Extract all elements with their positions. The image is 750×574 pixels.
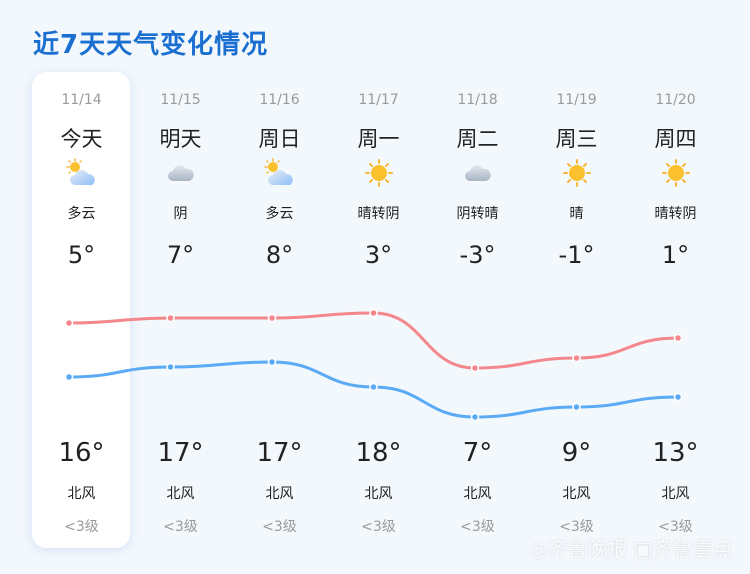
date-label: 11/14 [61, 92, 102, 108]
day-label: 今天 [60, 127, 103, 151]
sun-icon [329, 155, 428, 191]
high-temp-point [166, 313, 175, 323]
day-column[interactable]: 11/20 周四 晴转阴 1° [626, 92, 725, 269]
sun-icon [527, 155, 626, 191]
high-temp: 7° [462, 438, 493, 468]
partly-cloudy-icon [32, 155, 131, 191]
high-temp-point [470, 363, 480, 373]
day-column[interactable]: 11/19 周三 晴 -1° [527, 92, 626, 269]
high-temp: 9° [561, 438, 592, 468]
wind-direction: 北风 [166, 486, 195, 502]
date-label: 11/17 [358, 92, 399, 108]
cloud-icon [428, 155, 527, 191]
high-temp-point [673, 333, 683, 343]
date-label: 11/18 [457, 92, 498, 108]
day-label: 周二 [456, 127, 499, 151]
wind-direction: 北风 [562, 486, 591, 502]
date-label: 11/19 [556, 92, 597, 108]
day-label: 周一 [357, 127, 400, 151]
low-temp: 7° [166, 241, 195, 269]
wind-direction: 北风 [463, 486, 492, 502]
day-column[interactable]: 11/16 周日 多云 8° [230, 92, 329, 269]
condition-label: 晴 [569, 206, 584, 222]
high-temp: 17° [256, 438, 303, 468]
low-temp-point [470, 412, 480, 422]
wind-level: <3级 [361, 519, 396, 535]
day-label: 明天 [159, 127, 202, 151]
high-temp: 16° [58, 438, 105, 468]
low-temp: 5° [67, 241, 96, 269]
low-temp: 1° [661, 241, 690, 269]
condition-label: 晴转阴 [654, 206, 697, 222]
sun-icon [626, 155, 725, 191]
low-temp: -3° [459, 241, 496, 269]
condition-label: 多云 [265, 206, 294, 222]
high-temp: 18° [355, 438, 402, 468]
day-column[interactable]: 11/18 周二 阴转晴 -3° [428, 92, 527, 269]
today-highlight-card [32, 72, 130, 548]
wind-direction: 北风 [265, 486, 294, 502]
cloud-icon [131, 155, 230, 191]
low-temp: 3° [364, 241, 393, 269]
condition-label: 晴转阴 [357, 206, 400, 222]
condition-label: 阴转晴 [456, 206, 499, 222]
low-temp-point [64, 372, 74, 382]
partly-cloudy-icon [230, 155, 329, 191]
day-label: 周三 [555, 127, 598, 151]
day-label: 周四 [654, 127, 697, 151]
high-temp: 17° [157, 438, 204, 468]
date-label: 11/15 [160, 92, 201, 108]
wind-level: <3级 [460, 519, 495, 535]
day-column[interactable]: 11/15 明天 阴 7° [131, 92, 230, 269]
wind-direction: 北风 [364, 486, 393, 502]
date-label: 11/20 [655, 92, 696, 108]
wind-direction: 北风 [67, 486, 96, 502]
wind-level: <3级 [262, 519, 297, 535]
wind-level: <3级 [64, 519, 99, 535]
wind-direction: 北风 [661, 486, 690, 502]
high-temp: 13° [652, 438, 699, 468]
wind-level: <3级 [658, 519, 693, 535]
low-temp: -1° [558, 241, 595, 269]
high-temp-point [572, 353, 581, 363]
low-temp-point [166, 362, 175, 372]
high-temp-point [369, 308, 378, 318]
day-column[interactable]: 11/14 今天 多云 5° [32, 92, 131, 269]
low-temp: 8° [265, 241, 294, 269]
watermark-logo: ◎齐鲁晚报 ▣齐鲁壹点 [530, 537, 733, 561]
page-title: 近7天天气变化情况 [33, 30, 269, 60]
condition-label: 多云 [67, 206, 96, 222]
high-temp-line [68, 311, 679, 370]
low-temp-point [369, 382, 378, 392]
low-temp-point [673, 392, 683, 402]
high-temp-point [64, 318, 74, 328]
date-label: 11/16 [259, 92, 300, 108]
high-temp-point [267, 313, 277, 323]
condition-label: 阴 [173, 206, 188, 222]
wind-level: <3级 [163, 519, 198, 535]
wind-level: <3级 [559, 519, 594, 535]
day-label: 周日 [258, 127, 301, 151]
low-temp-point [572, 402, 581, 412]
low-temp-point [267, 357, 277, 367]
day-column[interactable]: 11/17 周一 晴转阴 3° [329, 92, 428, 269]
